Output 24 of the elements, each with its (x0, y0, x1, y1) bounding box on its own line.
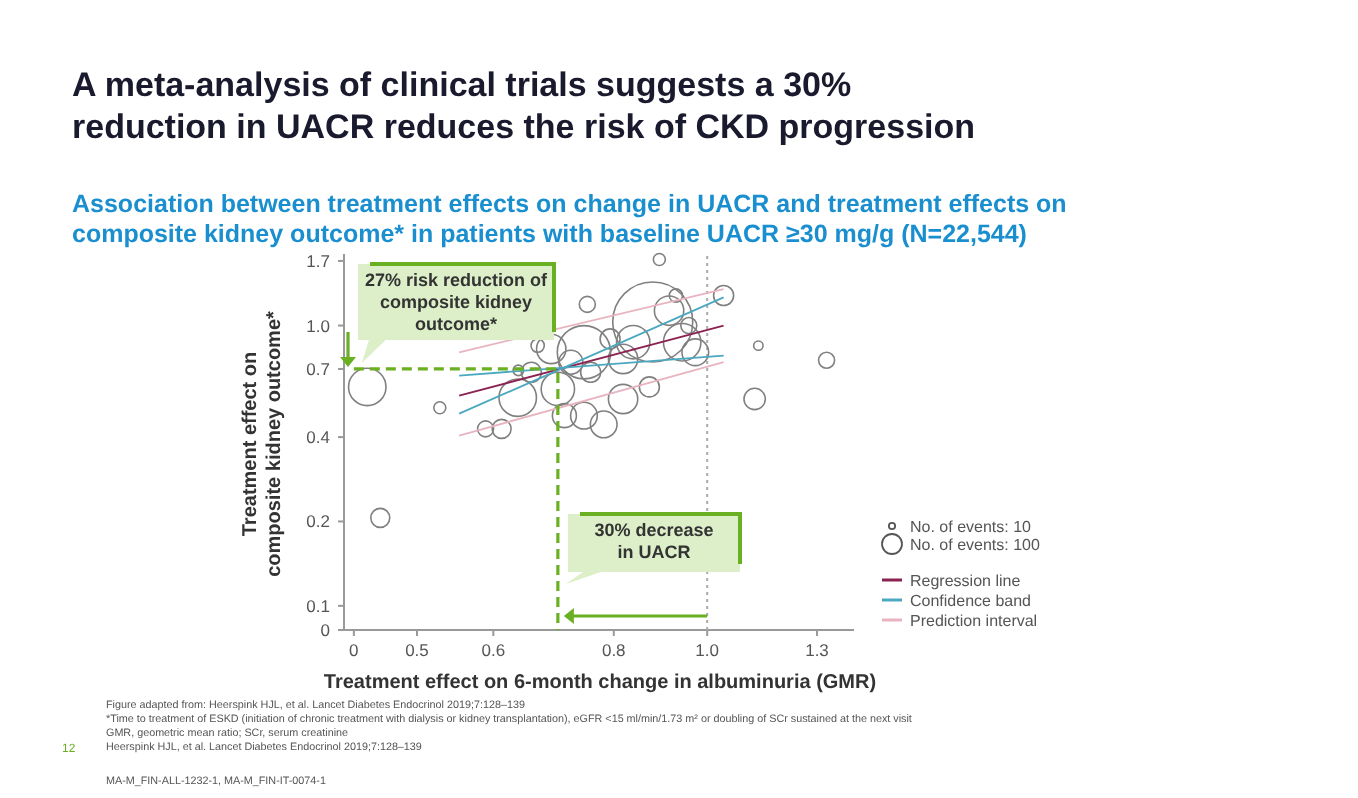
x-tick-label: 0.6 (481, 640, 506, 660)
legend-label: Confidence band (910, 592, 1031, 610)
x-tick-label: 1.3 (805, 640, 830, 660)
chart-subtitle: Association between treatment effects on change in UACR and treatment effects on composite kidney outcome* in patients with baseline UACR ≥30 mg/g (N=22,544) (72, 190, 1067, 248)
y-tick-label: 0.1 (306, 595, 331, 616)
x-tick-label: 0 (349, 640, 360, 660)
x-tick-label: 0.5 (405, 640, 430, 660)
legend-label: Prediction interval (910, 612, 1038, 630)
legend-label: No. of events: 10 (910, 518, 1033, 536)
y-tick-label: 1.7 (306, 250, 331, 271)
y-tick-label: 0 (320, 620, 331, 640)
x-tick-label: 0.8 (601, 640, 627, 660)
annotation: 27% risk reduction of composite kidney outcome* (364, 270, 550, 334)
y-axis-title: Treatment effect on composite kidney outcome* (240, 310, 286, 577)
annotation: 30% decrease in UACR (594, 520, 714, 562)
x-axis-title: Treatment effect on 6-month change in albuminuria (GMR) (323, 672, 877, 694)
x-tick-label: 1.0 (695, 640, 720, 660)
y-tick-label: 1.0 (306, 315, 331, 336)
y-tick-label: 0.2 (306, 511, 331, 532)
legend-label: Regression line (910, 572, 1022, 590)
legend-label: No. of events: 100 (910, 536, 1041, 554)
chart-title: A meta-analysis of clinical trials suggests a 30% reduction in UACR reduces the risk of CKD progression (72, 66, 976, 146)
y-tick-label: 0.7 (306, 358, 331, 379)
y-tick-label: 0.4 (306, 427, 331, 448)
